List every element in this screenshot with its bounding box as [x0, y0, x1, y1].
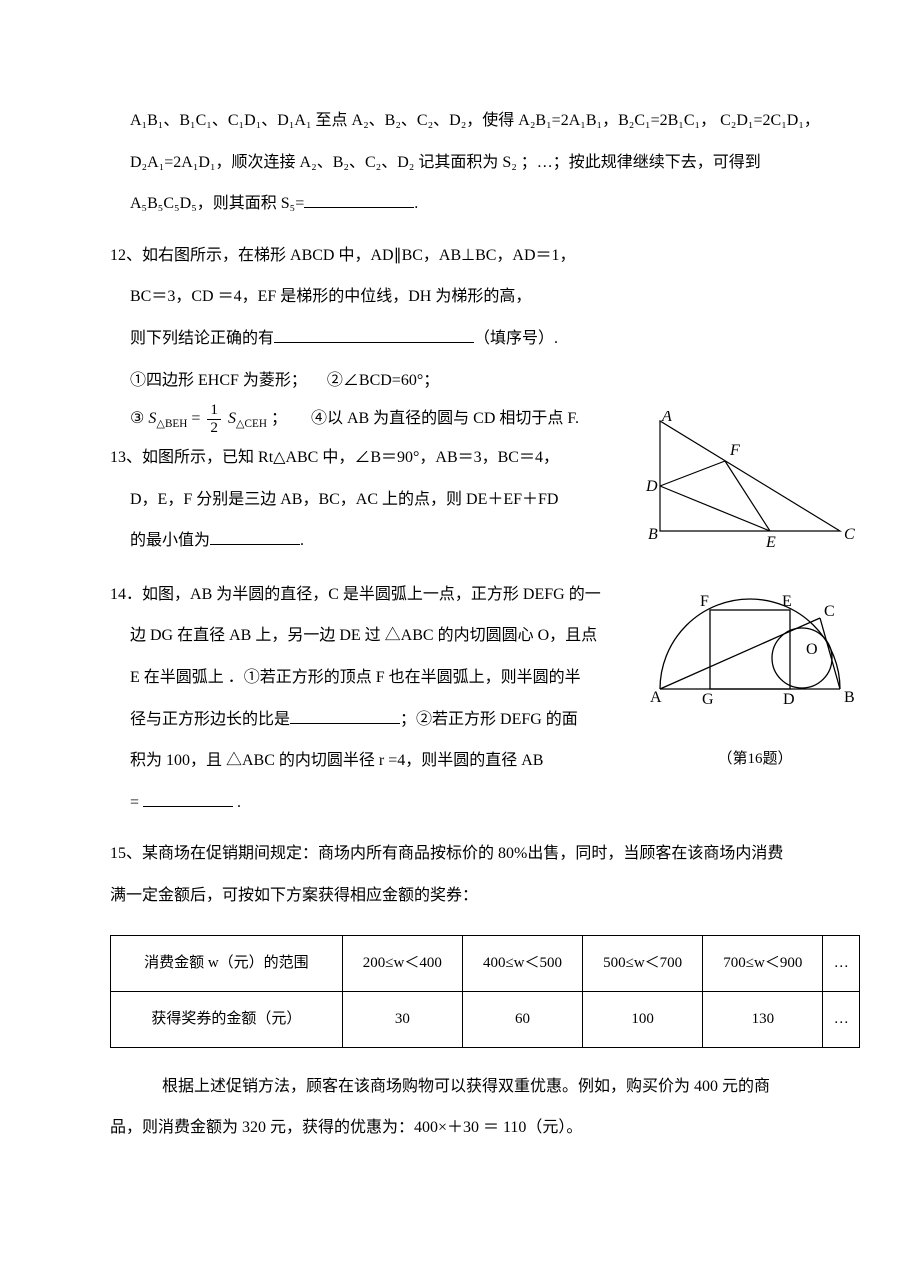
label-G: G	[702, 691, 714, 708]
q13-blank[interactable]	[210, 527, 300, 546]
label-F: F	[700, 593, 709, 610]
q12-num: 12、	[110, 247, 142, 264]
q14-line3: E 在半圆弧上 ．①若正方形的顶点 F 也在半圆弧上，则半圆的半	[60, 657, 640, 699]
q12-opt3-prefix: ③	[130, 410, 144, 427]
q11-line3-prefix: A₅B₅C₅D₅，则其面积 S₅=	[130, 195, 304, 212]
semicircle-svg: A B C D E F G O	[650, 584, 860, 724]
label-A: A	[661, 411, 672, 425]
row-label: 获得奖券的金额（元）	[111, 991, 343, 1047]
q11-line2: D₂A₁=2A₁D₁，顺次连接 A₂、B₂、C₂、D₂ 记其面积为 S₂ ；…；…	[60, 142, 860, 184]
q12-line3: 则下列结论正确的有 （填序号）.	[60, 318, 860, 360]
q12-formula: S△BEH = 12 S△CEH	[148, 410, 271, 427]
q15: 15、某商场在促销期间规定：商场内所有商品按标价的 80%出售，同时，当顾客在该…	[60, 833, 860, 1148]
q13-line1-text: 如图所示，已知 Rt△ABC 中，∠B＝90°，AB＝3，BC＝4，	[142, 449, 559, 466]
cell: 30	[342, 991, 462, 1047]
q14-blank1[interactable]	[290, 705, 400, 724]
q14-figure: A B C D E F G O （第16题）	[650, 574, 860, 780]
q14-row: 14．如图，AB 为半圆的直径，C 是半圆弧上一点，正方形 DEFG 的一 边 …	[60, 574, 860, 824]
triangle-svg: A B C D E F	[640, 411, 860, 551]
q13-line3-prefix: 的最小值为	[130, 532, 210, 549]
label-O: O	[806, 641, 818, 658]
q12-opt1: ①四边形 EHCF 为菱形；	[130, 372, 307, 389]
th-more: …	[823, 935, 860, 991]
voucher-table: 消费金额 w（元）的范围 200≤w＜400 400≤w＜500 500≤w＜7…	[110, 935, 860, 1048]
label-B: B	[844, 689, 855, 706]
q13-num: 13、	[110, 449, 142, 466]
label-E: E	[782, 593, 792, 610]
q14-line5: 积为 100，且 △ABC 的内切圆半径 r =4，则半圆的直径 AB	[60, 740, 640, 782]
q13-line3: 的最小值为.	[60, 520, 630, 562]
q12-opt4: ④以 AB 为直径的圆与 CD 相切于点 F.	[311, 410, 579, 427]
q11-blank[interactable]	[304, 190, 414, 209]
q12-f-subrhs: △CEH	[236, 418, 267, 430]
q13-line3-suffix: .	[300, 532, 304, 549]
q14-caption: （第16题）	[650, 740, 860, 779]
th-col3: 500≤w＜700	[583, 935, 703, 991]
table-row: 获得奖券的金额（元） 30 60 100 130 …	[111, 991, 860, 1047]
q14-line6-prefix: =	[130, 794, 143, 811]
q14-num: 14．	[110, 586, 142, 603]
q15-table-wrap: 消费金额 w（元）的范围 200≤w＜400 400≤w＜500 500≤w＜7…	[60, 935, 860, 1048]
q15-para2b: 品，则消费金额为 320 元，获得的优惠为：400×＋30 ＝ 110（元）。	[60, 1107, 860, 1149]
q13-line2: D，E，F 分别是三边 AB，BC，AC 上的点，则 DE＋EF＋FD	[60, 479, 630, 521]
q13: 13、如图所示，已知 Rt△ABC 中，∠B＝90°，AB＝3，BC＝4， D，…	[60, 437, 630, 562]
label-B: B	[648, 526, 658, 543]
q12: 12、如右图所示，在梯形 ABCD 中，AD∥BC，AB⊥BC，AD＝1， BC…	[60, 235, 860, 401]
q14-blank2[interactable]	[143, 788, 233, 807]
q12-opts-row1: ①四边形 EHCF 为菱形； ②∠BCD=60°；	[60, 360, 860, 402]
q12-blank[interactable]	[274, 324, 474, 343]
label-C: C	[824, 603, 835, 620]
cell: 60	[462, 991, 582, 1047]
q15-intro1: 15、某商场在促销期间规定：商场内所有商品按标价的 80%出售，同时，当顾客在该…	[60, 833, 860, 875]
q12-opt2: ②∠BCD=60°；	[327, 372, 439, 389]
label-D: D	[783, 691, 795, 708]
q12-line3-prefix: 则下列结论正确的有	[130, 330, 274, 347]
q12-line2: BC＝3，CD ＝4，EF 是梯形的中位线，DH 为梯形的高，	[60, 276, 860, 318]
q11-tail: A₁B₁、B₁C₁、C₁D₁、D₁A₁ 至点 A₂、B₂、C₂、D₂，使得 A₂…	[60, 100, 860, 225]
label-D: D	[645, 478, 658, 495]
q12-line3-suffix: （填序号）.	[474, 330, 558, 347]
label-A: A	[650, 689, 662, 706]
label-C: C	[844, 526, 855, 543]
q12-opt3-mid: ；	[271, 410, 287, 427]
th-range: 消费金额 w（元）的范围	[111, 935, 343, 991]
cell: 130	[703, 991, 823, 1047]
q15-para2a: 根据上述促销方法，顾客在该商场购物可以获得双重优惠。例如，购买价为 400 元的…	[60, 1066, 860, 1108]
label-E: E	[765, 534, 776, 551]
fraction-half: 12	[207, 402, 221, 436]
q14-line6: = .	[60, 782, 640, 824]
q13-figure: A B C D E F	[640, 401, 860, 568]
q14-line1-text: 如图，AB 为半圆的直径，C 是半圆弧上一点，正方形 DEFG 的一	[142, 586, 601, 603]
q11-line1: A₁B₁、B₁C₁、C₁D₁、D₁A₁ 至点 A₂、B₂、C₂、D₂，使得 A₂…	[60, 100, 860, 142]
th-col2: 400≤w＜500	[462, 935, 582, 991]
q13-line1: 13、如图所示，已知 Rt△ABC 中，∠B＝90°，AB＝3，BC＝4，	[60, 437, 630, 479]
cell: 100	[583, 991, 703, 1047]
cell: …	[823, 991, 860, 1047]
q12-f-rhs: S	[228, 410, 236, 427]
q12-f-sublhs: △BEH	[156, 418, 187, 430]
table-row: 消费金额 w（元）的范围 200≤w＜400 400≤w＜500 500≤w＜7…	[111, 935, 860, 991]
q14-line4: 径与正方形边长的比是 ；②若正方形 DEFG 的面	[60, 699, 640, 741]
q14-line2: 边 DG 在直径 AB 上，另一边 DE 过 △ABC 的内切圆圆心 O，且点	[60, 615, 640, 657]
th-col4: 700≤w＜900	[703, 935, 823, 991]
label-F: F	[729, 442, 740, 459]
th-col1: 200≤w＜400	[342, 935, 462, 991]
q12-line1: 12、如右图所示，在梯形 ABCD 中，AD∥BC，AB⊥BC，AD＝1，	[60, 235, 860, 277]
q14-line1: 14．如图，AB 为半圆的直径，C 是半圆弧上一点，正方形 DEFG 的一	[60, 574, 640, 616]
q12-q13-row: ③ S△BEH = 12 S△CEH ； ④以 AB 为直径的圆与 CD 相切于…	[60, 401, 860, 568]
q11-line3-suffix: .	[414, 195, 418, 212]
q12-line1-text: 如右图所示，在梯形 ABCD 中，AD∥BC，AB⊥BC，AD＝1，	[142, 247, 576, 264]
q15-intro1-text: 某商场在促销期间规定：商场内所有商品按标价的 80%出售，同时，当顾客在该商场内…	[142, 845, 783, 862]
q11-line3: A₅B₅C₅D₅，则其面积 S₅=.	[60, 183, 860, 225]
q14-line4-prefix: 径与正方形边长的比是	[130, 711, 290, 728]
q12-opts-row2: ③ S△BEH = 12 S△CEH ； ④以 AB 为直径的圆与 CD 相切于…	[60, 401, 630, 437]
q14-line4-suffix: ；②若正方形 DEFG 的面	[400, 711, 578, 728]
q14-line6-suffix: .	[233, 794, 241, 811]
q15-intro2: 满一定金额后，可按如下方案获得相应金额的奖券：	[60, 875, 860, 917]
q15-num: 15、	[110, 845, 142, 862]
